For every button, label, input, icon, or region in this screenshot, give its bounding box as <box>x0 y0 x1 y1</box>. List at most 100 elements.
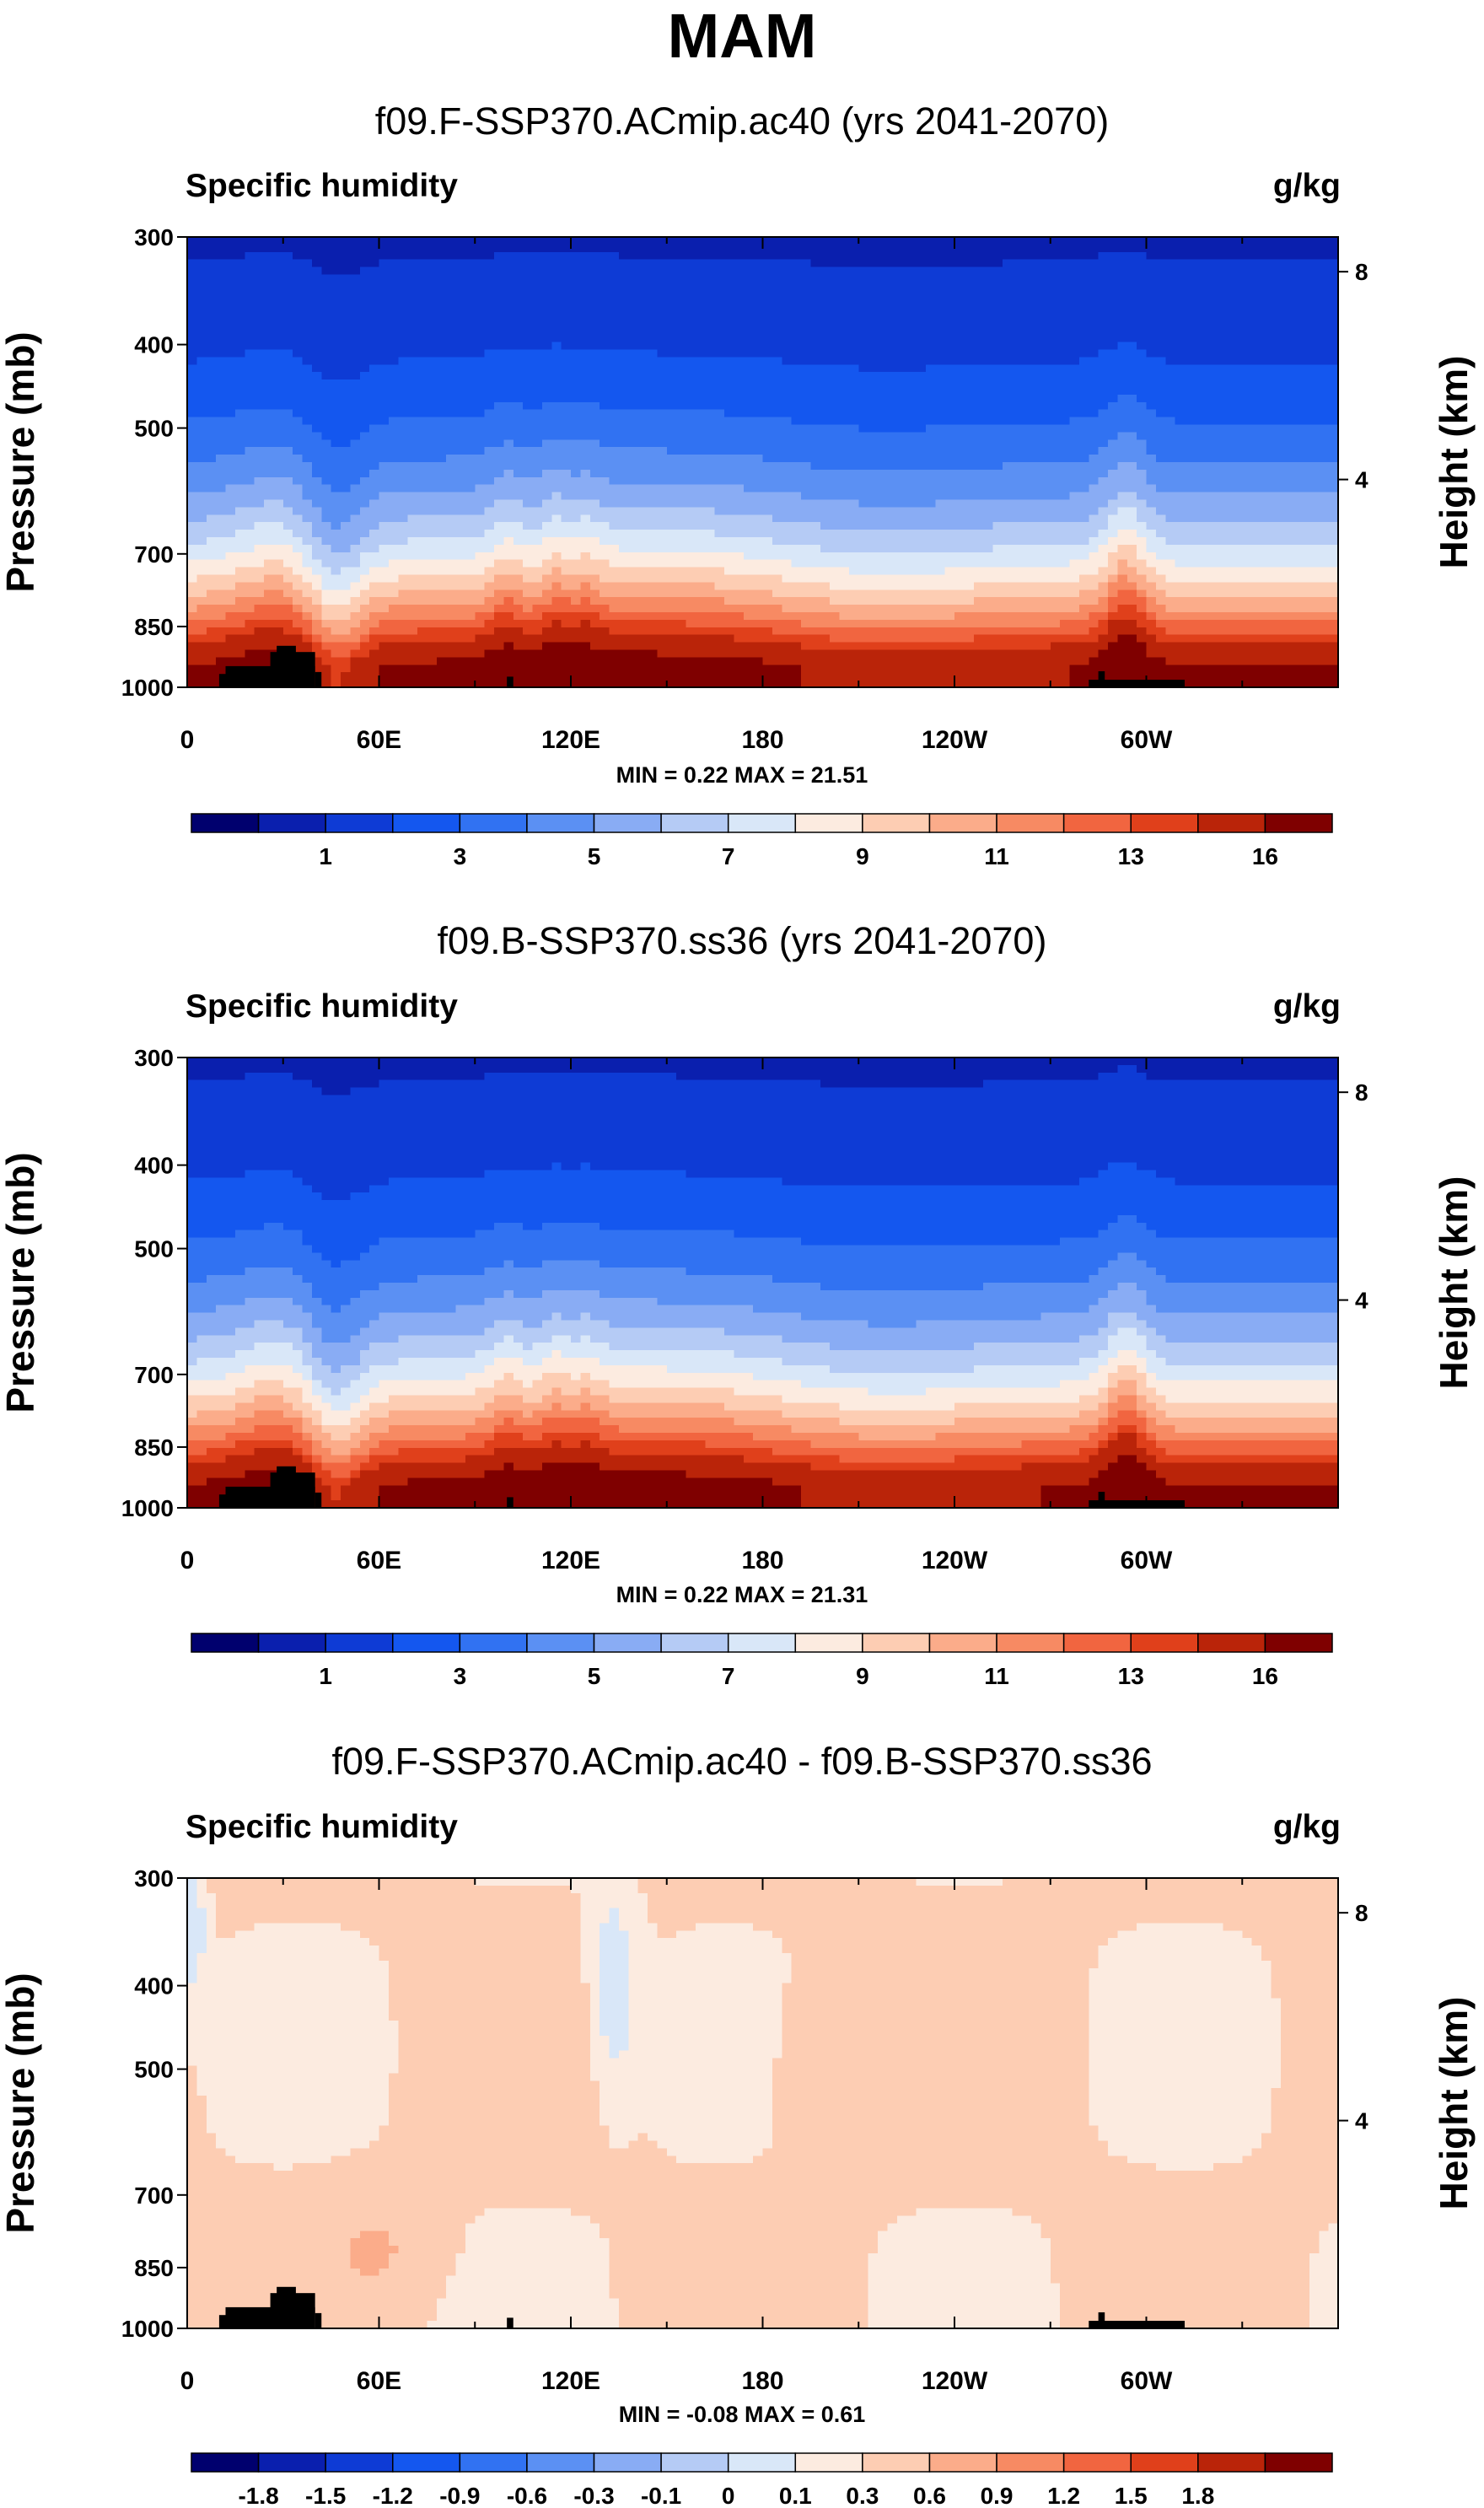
contour-cell <box>255 612 265 621</box>
contour-cell <box>321 357 331 365</box>
contour-cell <box>226 237 236 245</box>
contour-cell <box>273 560 283 568</box>
contour-cell <box>331 470 341 478</box>
contour-cell <box>264 432 274 440</box>
contour-cell <box>303 612 313 621</box>
contour-cell <box>207 575 217 584</box>
contour-cell <box>226 492 236 501</box>
contour-cell <box>331 275 341 283</box>
contour-cell <box>303 605 313 613</box>
contour-cell <box>187 304 197 313</box>
contour-cell <box>312 620 322 628</box>
contour-cell <box>321 425 331 433</box>
contour-cell <box>245 267 255 276</box>
contour-cell <box>283 297 293 305</box>
contour-cell <box>245 470 255 478</box>
contour-cell <box>235 477 245 486</box>
contour-cell <box>245 335 255 343</box>
contour-cell <box>187 439 197 448</box>
contour-cell <box>264 289 274 298</box>
contour-cell <box>187 447 197 455</box>
contour-cell <box>235 537 245 546</box>
contour-cell <box>341 650 351 659</box>
contour-cell <box>226 635 236 643</box>
contour-cell <box>283 289 293 298</box>
contour-cell <box>341 612 351 621</box>
contour-cell <box>341 568 351 576</box>
contour-cell <box>235 568 245 576</box>
contour-cell <box>293 402 303 411</box>
contour-cell <box>245 485 255 493</box>
contour-cell <box>226 657 236 665</box>
contour-cell <box>187 589 197 598</box>
contour-cell <box>331 417 341 426</box>
contour-cell <box>187 432 197 440</box>
contour-cell <box>283 260 293 268</box>
contour-cell <box>331 485 341 493</box>
contour-cell <box>216 605 226 613</box>
contour-cell <box>255 627 265 636</box>
contour-cell <box>226 612 236 621</box>
contour-cell <box>207 267 217 276</box>
contour-cell <box>283 425 293 433</box>
contour-cell <box>187 485 197 493</box>
contour-cell <box>264 237 274 245</box>
contour-cell <box>283 304 293 313</box>
contour-cell <box>207 605 217 613</box>
contour-cell <box>341 620 351 628</box>
contour-cell <box>235 650 245 659</box>
contour-cell <box>187 582 197 590</box>
contour-cell <box>331 507 341 515</box>
contour-cell <box>273 620 283 628</box>
contour-cell <box>216 635 226 643</box>
contour-cell <box>303 275 313 283</box>
contour-cell <box>331 643 341 651</box>
contour-cell <box>207 470 217 478</box>
contour-cell <box>207 568 217 576</box>
contour-cell <box>207 395 217 403</box>
contour-cell <box>187 672 197 681</box>
contour-cell <box>216 402 226 411</box>
contour-cell <box>245 545 255 553</box>
contour-cell <box>264 589 274 598</box>
contour-cell <box>293 327 303 336</box>
contour-cell <box>264 500 274 509</box>
contour-cell <box>226 575 236 584</box>
contour-cell <box>196 575 207 584</box>
contour-cell <box>196 657 207 665</box>
contour-cell <box>283 589 293 598</box>
contour-cell <box>283 575 293 584</box>
contour-cell <box>196 395 207 403</box>
contour-cell <box>187 627 197 636</box>
contour-cell <box>196 627 207 636</box>
contour-cell <box>321 350 331 358</box>
contour-cell <box>216 252 226 261</box>
contour-cell <box>273 417 283 426</box>
contour-cell <box>321 477 331 486</box>
contour-cell <box>331 432 341 440</box>
contour-cell <box>341 485 351 493</box>
contour-cell <box>245 635 255 643</box>
contour-cell <box>321 432 331 440</box>
contour-cell <box>312 447 322 455</box>
contour-cell <box>245 568 255 576</box>
contour-cell <box>235 267 245 276</box>
contour-cell <box>293 252 303 261</box>
contour-cell <box>226 357 236 365</box>
contour-cell <box>255 657 265 665</box>
contour-cell <box>245 530 255 538</box>
contour-cell <box>293 470 303 478</box>
contour-cell <box>350 252 360 261</box>
contour-cell <box>321 537 331 546</box>
contour-cell <box>255 620 265 628</box>
contour-cell <box>235 455 245 463</box>
contour-cell <box>255 447 265 455</box>
contour-cell <box>303 289 313 298</box>
contour-cell <box>331 245 341 253</box>
contour-cell <box>264 560 274 568</box>
contour-cell <box>312 357 322 365</box>
contour-cell <box>235 470 245 478</box>
contour-cell <box>331 410 341 418</box>
contour-cell <box>341 289 351 298</box>
contour-cell <box>321 312 331 320</box>
